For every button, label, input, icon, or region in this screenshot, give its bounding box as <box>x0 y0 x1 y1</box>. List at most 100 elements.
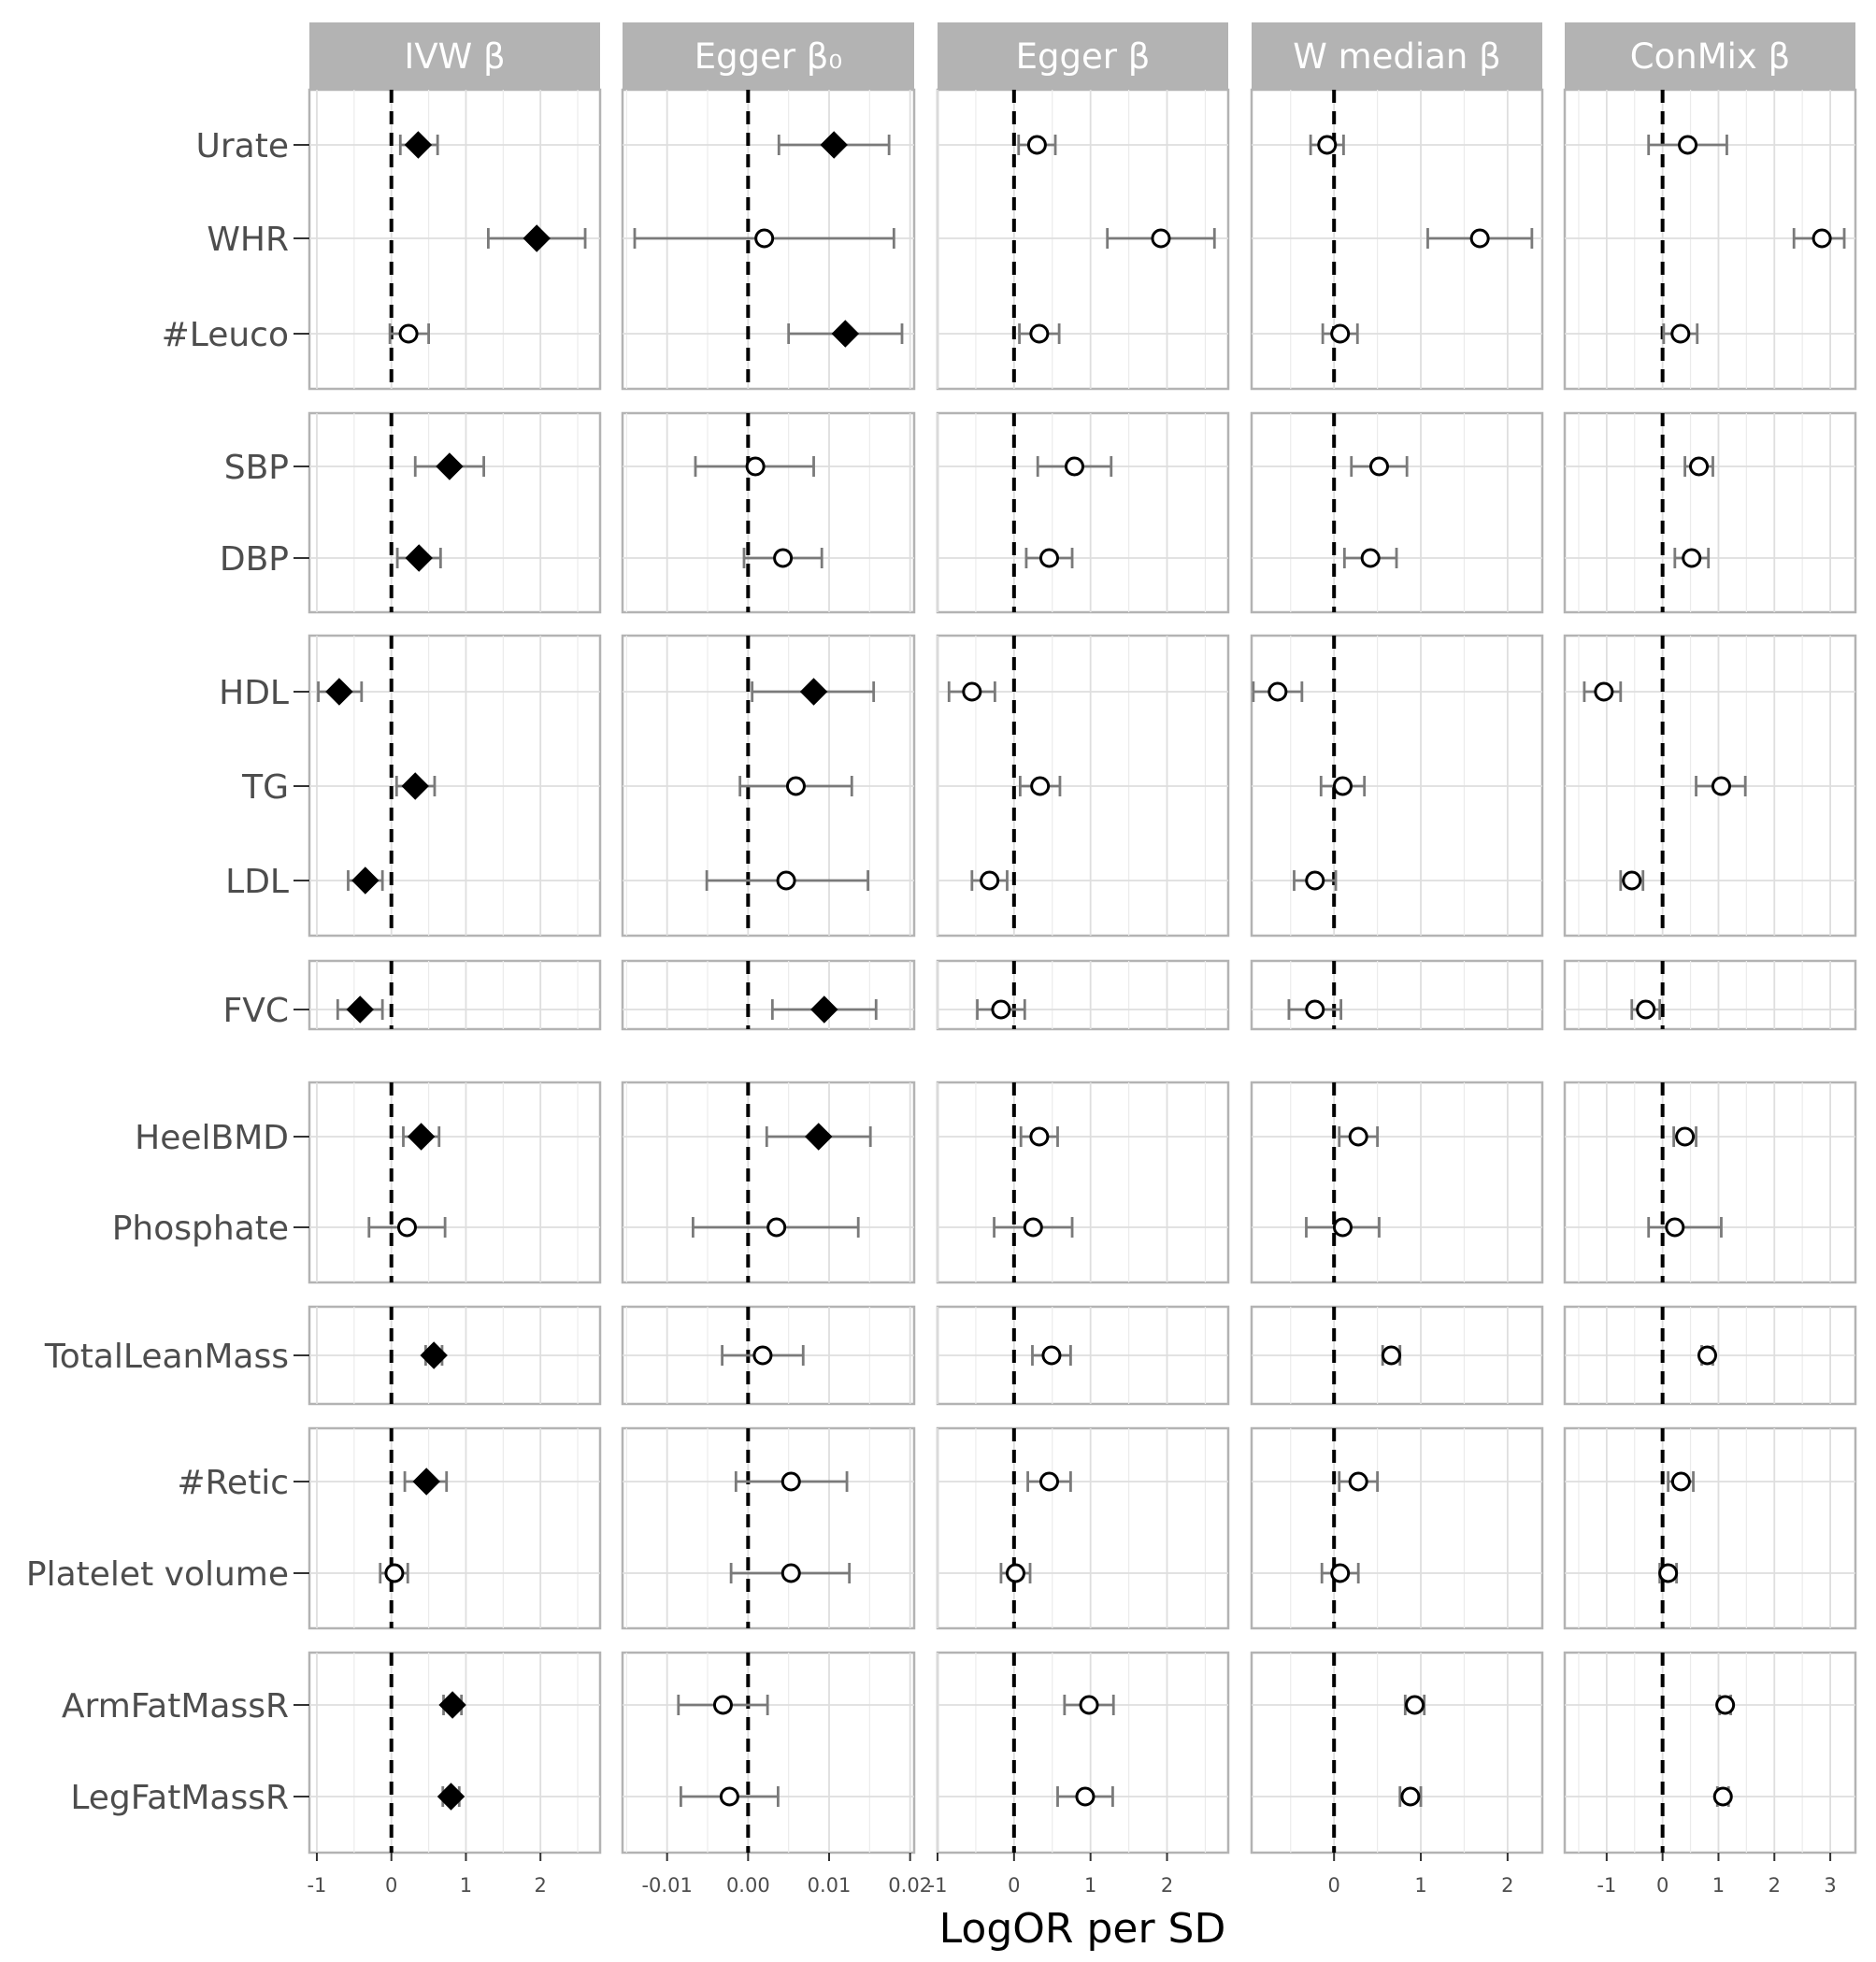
panel-background <box>621 411 916 614</box>
panel-background <box>1250 959 1544 1031</box>
estimate-point <box>776 870 796 891</box>
row-label: TG <box>241 768 289 807</box>
panel-6-1 <box>308 1305 602 1406</box>
estimate-point-significant <box>437 1783 465 1811</box>
panel-background <box>1563 1081 1857 1284</box>
row-label: LegFatMassR <box>70 1779 289 1817</box>
strip-background <box>1565 22 1855 90</box>
panel-7-3 <box>936 1426 1230 1630</box>
x-tick-label: 0 <box>1008 1874 1020 1897</box>
estimate-point-significant <box>412 1468 440 1496</box>
panel-6-4 <box>1250 1305 1544 1406</box>
estimate-point <box>752 1345 773 1366</box>
estimate-point <box>712 1695 733 1715</box>
panel-background <box>1563 411 1857 614</box>
estimate-point-significant <box>820 131 848 159</box>
strip-title: W median β <box>1293 36 1500 77</box>
panel-2-4 <box>1250 411 1544 614</box>
estimate-point <box>719 1786 739 1807</box>
estimate-point <box>1594 681 1614 702</box>
panel-7-1 <box>308 1426 602 1630</box>
estimate-point <box>1079 1695 1099 1715</box>
panel-4-2 <box>621 959 916 1031</box>
panel-3-3 <box>936 634 1230 938</box>
panel-7-5 <box>1563 1426 1857 1630</box>
x-tick-label: -1 <box>1597 1874 1616 1897</box>
panel-1-2 <box>621 88 916 391</box>
estimate-point-significant <box>831 320 860 348</box>
x-axis-4: 0 1 2 <box>1328 1853 1514 1897</box>
estimate-point <box>1151 228 1171 249</box>
panel-6-3 <box>936 1305 1230 1406</box>
strip-2: Egger β₀ <box>623 22 914 90</box>
panel-background <box>308 1651 602 1855</box>
estimate-point <box>1332 1217 1353 1238</box>
x-tick-label: 0.00 <box>726 1874 770 1897</box>
x-axis-5: -1 0 1 2 3 <box>1597 1853 1837 1897</box>
panel-4-4 <box>1250 959 1544 1031</box>
estimate-point <box>1023 1217 1043 1238</box>
row-label: HeelBMD <box>135 1119 289 1157</box>
panel-background <box>621 959 916 1031</box>
estimate-point <box>1622 870 1642 891</box>
estimate-point-significant <box>438 1691 466 1719</box>
panel-6-5 <box>1563 1305 1857 1406</box>
panel-3-5 <box>1563 634 1857 938</box>
row-label: HDL <box>219 674 289 712</box>
estimate-point-significant <box>346 995 374 1024</box>
panel-background <box>308 1081 602 1284</box>
strip-background <box>1252 22 1542 90</box>
panel-background <box>936 1651 1230 1855</box>
estimate-point <box>1812 228 1832 249</box>
estimate-point <box>991 999 1011 1020</box>
panel-background <box>1250 1426 1544 1630</box>
strip-background <box>623 22 914 90</box>
estimate-point-significant <box>799 678 828 706</box>
row-label: DBP <box>220 540 289 579</box>
estimate-point <box>780 1471 801 1492</box>
row-label: SBP <box>224 449 289 487</box>
estimate-point <box>398 323 419 344</box>
estimate-point <box>766 1217 787 1238</box>
panel-1-3 <box>936 88 1230 391</box>
x-axis-2: -0.01 0.00 0.01 0.02 <box>641 1853 932 1897</box>
estimate-point <box>384 1563 405 1583</box>
estimate-point <box>745 456 766 477</box>
estimate-point <box>1305 999 1325 1020</box>
estimate-point <box>1665 1217 1685 1238</box>
x-tick-label: -0.01 <box>641 1874 692 1897</box>
panel-background <box>936 1081 1230 1284</box>
panel-4-5 <box>1563 959 1857 1031</box>
panel-5-4 <box>1250 1081 1544 1284</box>
estimate-point <box>980 870 1000 891</box>
estimate-point <box>1670 323 1691 344</box>
estimate-point <box>1305 870 1325 891</box>
x-tick-label: -1 <box>928 1874 948 1897</box>
strip-1: IVW β <box>309 22 600 90</box>
estimate-point-significant <box>351 866 379 895</box>
estimate-point <box>1368 456 1389 477</box>
estimate-point <box>396 1217 417 1238</box>
estimate-point <box>1038 1471 1059 1492</box>
row-label: WHR <box>207 221 289 259</box>
x-tick-label: 0 <box>385 1874 397 1897</box>
row-label: #Retic <box>177 1464 289 1502</box>
row-label: Phosphate <box>112 1210 289 1248</box>
estimate-point <box>1670 1471 1691 1492</box>
x-tick-label: 1 <box>1712 1874 1725 1897</box>
estimate-point-significant <box>805 1123 833 1151</box>
panel-background <box>1563 1651 1857 1855</box>
row-label: #Leuco <box>162 316 289 354</box>
row-label: FVC <box>223 992 289 1030</box>
panel-5-5 <box>1563 1081 1857 1284</box>
x-axis-title: LogOR per SD <box>939 1905 1226 1953</box>
estimate-point <box>1330 1563 1351 1583</box>
panel-1-1 <box>308 88 602 391</box>
estimate-point <box>1038 548 1059 568</box>
estimate-point <box>1267 681 1288 702</box>
panel-2-3 <box>936 411 1230 614</box>
x-tick-label: 2 <box>1769 1874 1781 1897</box>
estimate-point <box>1405 1695 1425 1715</box>
x-tick-label: -1 <box>307 1874 326 1897</box>
